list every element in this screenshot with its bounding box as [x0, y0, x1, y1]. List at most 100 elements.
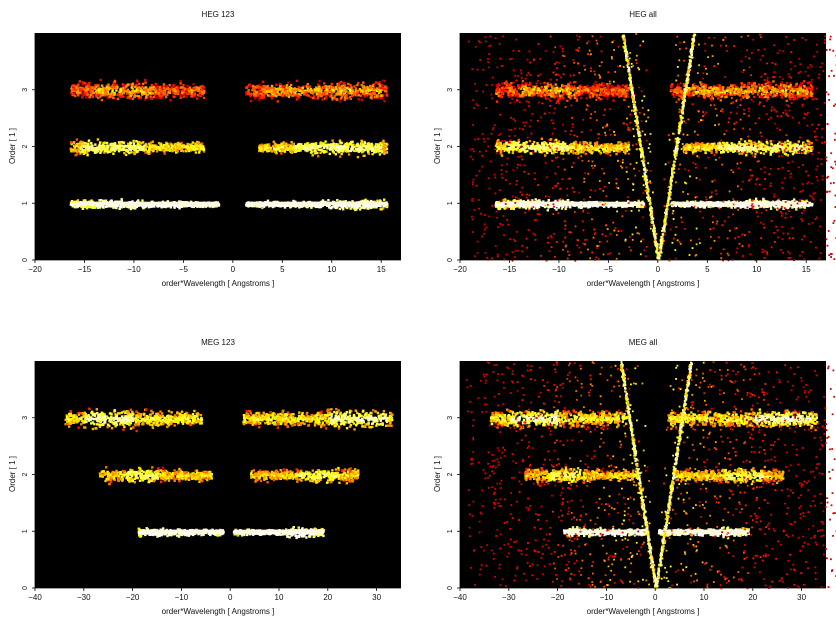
heatmap-cell	[264, 204, 268, 207]
heatmap-cell	[78, 80, 81, 83]
heatmap-cell	[211, 205, 214, 209]
heatmap-cell	[141, 199, 144, 202]
heatmap-cell	[144, 151, 148, 154]
heatmap-cell	[385, 86, 389, 90]
heatmap-cell	[151, 92, 155, 95]
heatmap-cell	[766, 205, 770, 208]
heatmap-cell	[298, 96, 301, 99]
heatmap-cell	[129, 145, 133, 149]
heatmap-cell	[194, 203, 197, 207]
heatmap-cell	[358, 149, 362, 153]
heatmap-cell	[383, 100, 386, 103]
heatmap-cell	[292, 199, 295, 203]
heatmap-cell	[131, 82, 135, 85]
heatmap-cell	[338, 100, 342, 103]
heatmap-cell	[333, 94, 336, 97]
heatmap-cell	[98, 90, 101, 94]
heatmap-cell	[122, 141, 125, 144]
heatmap-cell	[348, 88, 352, 92]
heatmap-cell	[84, 145, 87, 148]
heatmap-cell	[252, 93, 256, 96]
heatmap-cell	[113, 83, 116, 86]
heatmap-cell	[79, 87, 82, 91]
heatmap-cell	[346, 147, 349, 150]
heatmap-cell	[131, 97, 135, 100]
heatmap-cell	[97, 203, 100, 207]
heatmap-cell	[382, 207, 385, 210]
heatmap-cell	[170, 143, 173, 146]
heatmap-cell	[95, 85, 98, 88]
heatmap-cell	[151, 148, 154, 151]
heatmap-cell	[313, 152, 317, 155]
heatmap-cell	[178, 207, 181, 210]
heatmap-cell	[323, 82, 326, 85]
heatmap-cell	[100, 98, 104, 102]
heatmap-cell	[95, 94, 98, 97]
heatmap-cell	[161, 90, 164, 93]
heatmap-cell	[99, 78, 102, 82]
heatmap-cell	[146, 150, 150, 154]
heatmap-cell	[268, 144, 271, 148]
heatmap-cell	[127, 142, 130, 146]
heatmap-cell	[141, 91, 144, 94]
heatmap-cell	[150, 97, 153, 100]
heatmap-cell	[187, 149, 191, 153]
heatmap-cell	[163, 143, 166, 147]
heatmap-cell	[194, 145, 197, 148]
heatmap-cell	[615, 152, 618, 156]
heatmap-cell	[119, 89, 122, 92]
heatmap-cell	[306, 86, 309, 89]
heatmap-cell	[193, 91, 196, 94]
heatmap-cell	[71, 200, 74, 203]
heatmap-cell	[359, 94, 363, 97]
heatmap-cell	[268, 147, 271, 151]
heatmap-cell	[338, 207, 342, 211]
heatmap-cell	[320, 148, 323, 151]
heatmap-cell	[81, 96, 84, 99]
heatmap-cell	[260, 90, 263, 93]
heatmap-cell	[278, 82, 282, 86]
heatmap-cell	[354, 149, 357, 153]
heatmap-cell	[144, 205, 147, 208]
heatmap-cell	[98, 199, 101, 202]
heatmap-cell	[143, 92, 146, 95]
heatmap-cell	[123, 151, 126, 155]
heatmap-cell	[189, 149, 192, 152]
heatmap-cell	[75, 138, 79, 141]
x-tick-label: 10	[327, 265, 336, 274]
heatmap-cell	[76, 153, 79, 156]
heatmap-cell	[292, 92, 295, 96]
order-core-line	[502, 201, 643, 205]
heatmap-cell	[345, 87, 348, 90]
heatmap-cell	[73, 206, 77, 209]
y-tick-label: 3	[22, 88, 29, 92]
heatmap-cell	[357, 204, 360, 207]
heatmap-cell	[295, 98, 299, 101]
heatmap-cell	[385, 205, 388, 209]
heatmap-cell	[148, 148, 151, 152]
heatmap-cell	[111, 142, 114, 146]
heatmap-cell	[72, 141, 76, 144]
heatmap-cell	[106, 151, 109, 154]
heatmap-cell	[367, 204, 371, 207]
heatmap-cell	[135, 205, 138, 208]
heatmap-cell	[124, 153, 128, 156]
heatmap-cell	[159, 204, 162, 207]
heatmap-cell	[547, 206, 550, 209]
heatmap-cell	[125, 92, 129, 95]
heatmap-cell	[362, 144, 365, 148]
heatmap-cell	[139, 144, 142, 147]
heatmap-cell	[252, 87, 255, 90]
heatmap-cell	[186, 145, 190, 148]
heatmap-cell	[270, 97, 274, 100]
heatmap-cell	[148, 146, 151, 150]
heatmap-cell	[162, 146, 165, 149]
heatmap-cell	[359, 200, 363, 203]
heatmap-cell	[96, 206, 100, 209]
heatmap-cell	[173, 146, 177, 149]
heatmap-cell	[131, 147, 134, 150]
heatmap-cell	[311, 96, 315, 100]
heatmap-cell	[335, 148, 338, 152]
heatmap-cell	[162, 83, 166, 86]
heatmap-cell	[351, 200, 354, 203]
